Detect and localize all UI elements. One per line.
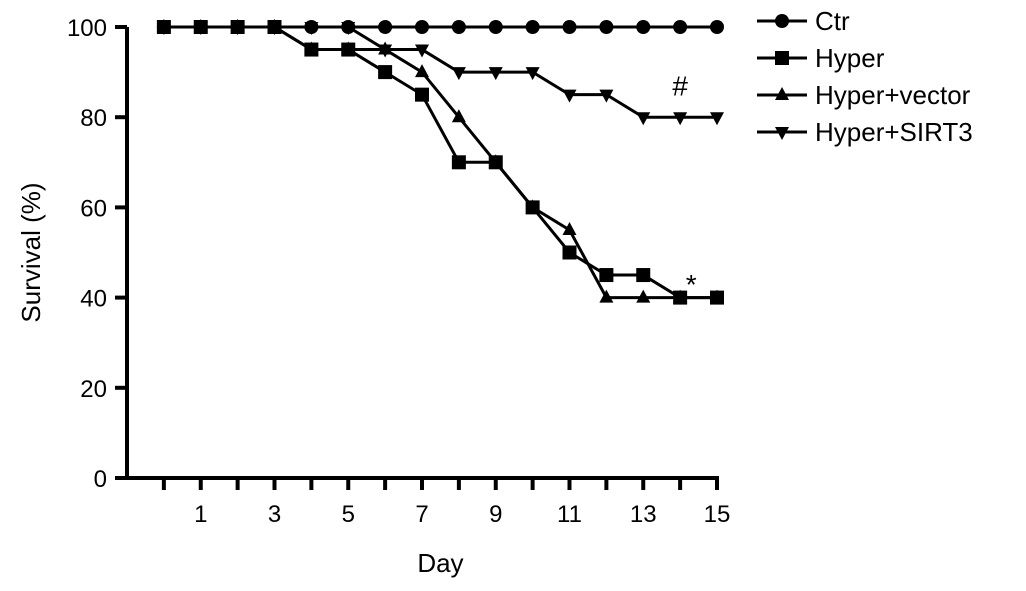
legend-entry: Ctr: [757, 6, 850, 36]
data-point: [304, 41, 319, 55]
data-point: [488, 20, 503, 34]
data-point: [562, 89, 577, 103]
legend-marker: [775, 87, 789, 100]
x-tick-label: 7: [415, 501, 428, 528]
x-tick-label: 15: [704, 501, 731, 528]
data-point: [415, 44, 429, 58]
data-point: [562, 20, 577, 34]
legend-marker: [775, 14, 789, 28]
series-line: [163, 25, 717, 300]
data-point: [341, 22, 356, 35]
legend-label: Ctr: [815, 6, 850, 36]
y-tick-label: 20: [80, 376, 107, 403]
data-point: [710, 112, 724, 126]
data-point: [673, 112, 688, 126]
legend-entry: Hyper+SIRT3: [757, 117, 973, 147]
data-point: [636, 112, 651, 126]
data-point: [562, 221, 577, 235]
significance-annotation: #: [672, 71, 688, 102]
legend-marker: [775, 51, 789, 65]
x-axis-label: Day: [417, 548, 463, 578]
data-point: [488, 67, 503, 81]
data-point: [599, 268, 614, 283]
y-tick-label: 100: [67, 15, 107, 42]
series-hyper: [156, 20, 724, 305]
data-point: [451, 109, 466, 123]
data-point: [415, 64, 429, 78]
data-point: [599, 289, 614, 303]
y-tick-label: 0: [94, 466, 107, 493]
series-line: [163, 25, 717, 119]
data-point: [525, 199, 540, 213]
data-point: [673, 289, 688, 303]
y-axis-label: Survival (%): [16, 182, 46, 322]
significance-annotation: *: [686, 269, 697, 300]
data-point: [599, 89, 614, 103]
x-tick-label: 13: [630, 501, 657, 528]
legend: Ctr Hyper Hyper+vector Hyper+SIRT3: [757, 6, 973, 147]
data-point: [562, 245, 577, 260]
data-point: [451, 155, 466, 170]
legend-marker: [775, 127, 789, 140]
data-point: [415, 87, 429, 102]
y-tick-label: 80: [80, 105, 107, 132]
data-point: [673, 20, 688, 34]
legend-label: Hyper+SIRT3: [815, 117, 973, 147]
series-layer: [156, 19, 724, 305]
data-point: [451, 20, 466, 34]
legend-entry: Hyper: [757, 43, 885, 73]
data-point: [378, 20, 393, 34]
data-point: [636, 289, 651, 303]
data-point: [525, 20, 540, 34]
data-point: [341, 41, 356, 55]
data-point: [193, 22, 208, 35]
data-point: [230, 22, 245, 35]
data-point: [378, 65, 393, 80]
data-point: [451, 67, 466, 81]
legend-label: Hyper+vector: [815, 80, 971, 110]
x-tick-label: 11: [557, 501, 582, 528]
data-point: [304, 22, 319, 35]
data-point: [378, 44, 393, 58]
data-point: [525, 67, 540, 81]
data-point: [710, 289, 724, 303]
series-hyper-sirt3: [156, 22, 724, 126]
data-point: [267, 22, 282, 35]
data-point: [415, 20, 429, 34]
x-tick-label: 9: [489, 501, 502, 528]
series-line: [163, 25, 717, 300]
data-point: [488, 154, 503, 168]
data-point: [636, 20, 651, 34]
legend-entry: Hyper+vector: [757, 80, 971, 110]
data-point: [710, 20, 724, 34]
x-tick-label: 5: [342, 501, 355, 528]
y-tick-label: 40: [80, 286, 107, 313]
data-point: [156, 22, 171, 35]
data-point: [636, 268, 651, 283]
legend-label: Hyper: [815, 43, 885, 73]
y-tick-label: 60: [80, 195, 107, 222]
annotation-layer: #*: [672, 71, 696, 300]
x-tick-label: 3: [268, 501, 281, 528]
x-tick-label: 1: [194, 501, 207, 528]
data-point: [599, 20, 614, 34]
